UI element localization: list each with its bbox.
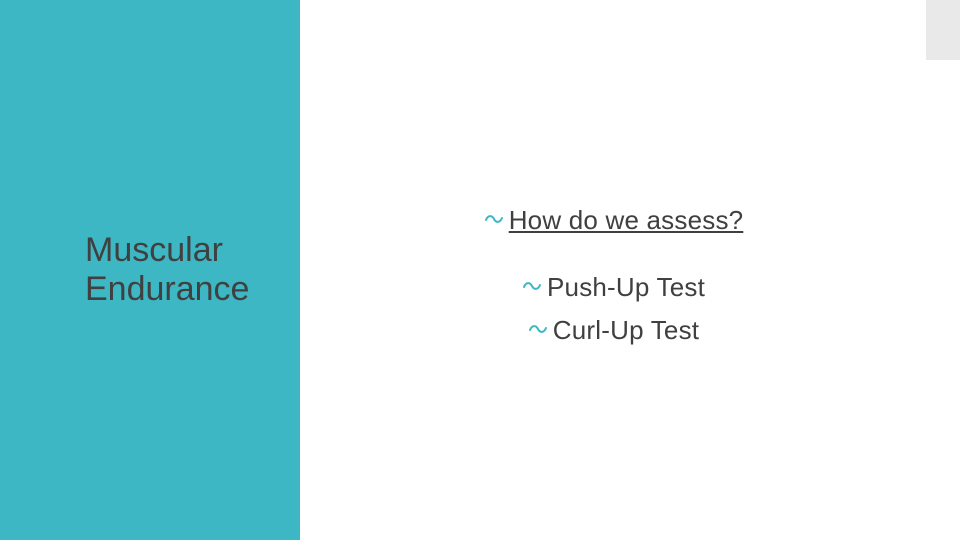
- slide-title: Muscular Endurance: [85, 231, 249, 309]
- heading-text: How do we assess?: [509, 205, 744, 236]
- title-line-1: Muscular: [85, 231, 223, 269]
- content-list: Push-Up Test Curl-Up Test: [521, 272, 705, 346]
- sidebar-panel: Muscular Endurance: [0, 0, 300, 540]
- swirl-bullet-icon: [483, 207, 505, 229]
- title-line-2: Endurance: [85, 270, 249, 308]
- list-item: Push-Up Test: [521, 272, 705, 303]
- list-item-text: Push-Up Test: [547, 272, 705, 303]
- content-heading: How do we assess?: [483, 205, 744, 236]
- list-item: Curl-Up Test: [527, 315, 699, 346]
- swirl-bullet-icon: [521, 274, 543, 296]
- list-item-text: Curl-Up Test: [553, 315, 699, 346]
- content-area: How do we assess? Push-Up Test Curl-Up T…: [300, 0, 926, 540]
- slide: Muscular Endurance How do we assess? Pus…: [0, 0, 960, 540]
- corner-decoration: [926, 0, 960, 60]
- swirl-bullet-icon: [527, 317, 549, 339]
